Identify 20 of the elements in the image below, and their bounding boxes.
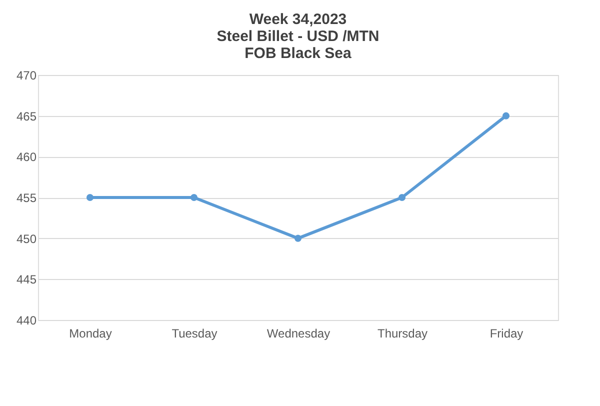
y-tick-label: 455: [16, 191, 37, 205]
y-tick-label: 470: [16, 68, 37, 82]
y-tick-label: 440: [16, 314, 37, 328]
point: [502, 112, 510, 120]
x-tick-label: Friday: [490, 326, 524, 340]
text: Week 34,2023: [249, 11, 347, 28]
point: [86, 194, 94, 202]
point: [294, 234, 302, 242]
y-tick-label: 450: [16, 232, 37, 246]
text: Steel Billet - USD /MTN: [216, 28, 380, 45]
x-tick-label: Thursday: [377, 326, 428, 340]
x-tick-label: Wednesday: [266, 326, 330, 340]
point: [190, 194, 198, 202]
y-tick-label: 445: [16, 272, 37, 287]
x-tick-label: Monday: [69, 326, 112, 340]
y-tick-label: 465: [16, 109, 37, 124]
text: FOB Black Sea: [244, 45, 352, 62]
y-tick-label: 460: [16, 150, 37, 164]
point: [398, 194, 406, 202]
x-tick-label: Tuesday: [172, 326, 218, 340]
